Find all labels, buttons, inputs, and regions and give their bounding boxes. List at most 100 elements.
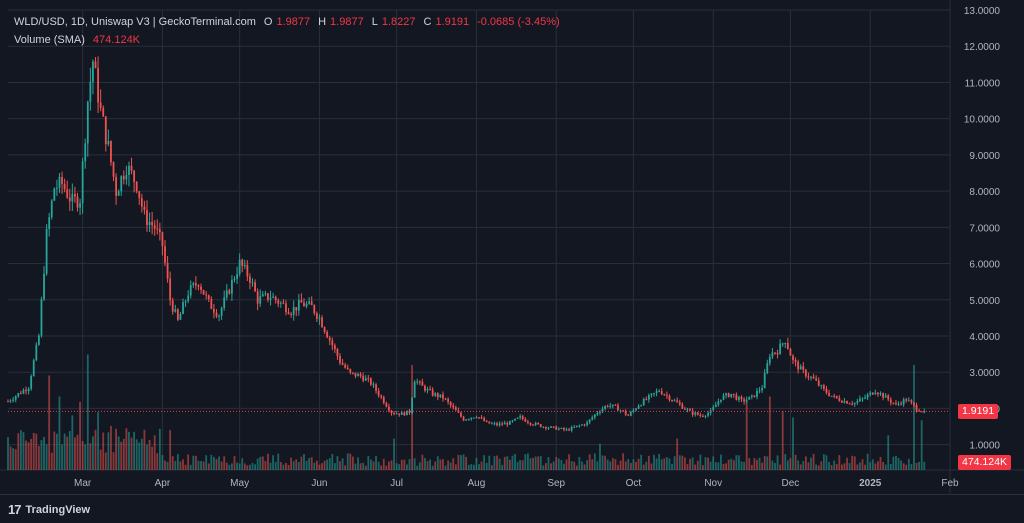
- volume-bar: [267, 453, 269, 470]
- volume-bar: [586, 460, 588, 470]
- volume-bar: [367, 456, 370, 470]
- volume-bar: [485, 462, 488, 470]
- volume-label[interactable]: Volume (SMA): [14, 34, 85, 46]
- volume-bar: [25, 440, 27, 470]
- candle-body: [750, 395, 753, 397]
- x-tick-label: Nov: [704, 478, 722, 489]
- candle-body: [578, 425, 581, 427]
- candle-body: [326, 331, 329, 338]
- volume-bar: [696, 460, 699, 470]
- candle-body: [210, 299, 213, 310]
- volume-bar: [766, 456, 769, 470]
- volume-bar: [581, 461, 583, 470]
- candle-body: [490, 423, 493, 425]
- volume-bar: [328, 458, 331, 470]
- candle-body: [310, 301, 313, 306]
- candle-body: [264, 293, 267, 295]
- volume-bar: [192, 455, 195, 470]
- candle-body: [637, 405, 640, 409]
- y-tick-label: 1.0000: [969, 441, 1000, 452]
- volume-bar: [308, 457, 311, 470]
- x-tick-label: 2025: [859, 478, 882, 489]
- candle-body: [714, 404, 717, 408]
- volume-bar: [465, 456, 468, 470]
- volume-bar: [406, 464, 408, 470]
- candle-body: [514, 418, 516, 421]
- symbol-title[interactable]: WLD/USD, 1D, Uniswap V3 | GeckoTerminal.…: [14, 16, 256, 28]
- candle-body: [532, 424, 534, 426]
- tradingview-logo[interactable]: 17 TradingView: [8, 502, 90, 517]
- volume-bar: [297, 462, 300, 470]
- volume-bar: [748, 458, 751, 470]
- close-label: C: [423, 16, 432, 28]
- volume-bar: [133, 431, 136, 470]
- y-tick-label: 11.0000: [965, 78, 1001, 89]
- candle-body: [79, 203, 81, 208]
- volume-bar: [444, 465, 447, 470]
- candle-body: [851, 403, 854, 405]
- volume-bar: [709, 461, 712, 470]
- candle-body: [766, 363, 769, 374]
- volume-bar: [81, 441, 84, 470]
- candle-body: [213, 309, 215, 313]
- candle-body: [527, 421, 529, 423]
- candle-body: [506, 422, 509, 425]
- volume-bar: [694, 464, 697, 470]
- candle-body: [496, 423, 498, 426]
- candle-body: [215, 312, 218, 317]
- volume-bar: [521, 460, 524, 470]
- volume-bar: [125, 428, 128, 470]
- volume-bar: [138, 442, 141, 470]
- candle-body: [665, 394, 668, 396]
- volume-bar: [259, 456, 262, 470]
- candle-body: [702, 415, 704, 417]
- candle-body: [560, 427, 563, 429]
- volume-bar: [635, 461, 637, 470]
- volume-bar: [349, 453, 352, 470]
- candle-body: [521, 416, 524, 419]
- volume-bar: [7, 437, 9, 470]
- volume-bar: [843, 463, 846, 470]
- candle-body: [359, 373, 362, 376]
- volume-bar: [503, 456, 506, 470]
- volume-bar: [871, 459, 874, 470]
- volume-bar: [799, 464, 802, 470]
- x-tick-label: Oct: [626, 478, 642, 489]
- candle-body: [802, 366, 805, 370]
- legend: WLD/USD, 1D, Uniswap V3 | GeckoTerminal.…: [14, 13, 560, 49]
- volume-bar: [58, 396, 61, 470]
- volume-bar: [902, 463, 905, 470]
- candle-body: [40, 299, 43, 336]
- candle-body: [251, 282, 254, 284]
- candle-body: [140, 198, 143, 207]
- volume-bar: [514, 453, 516, 470]
- volume-bar: [735, 455, 738, 470]
- price-chart[interactable]: 1.00002.00003.00004.00005.00006.00007.00…: [0, 0, 1024, 494]
- volume-bar: [676, 438, 679, 470]
- candle-body: [483, 418, 486, 422]
- candle-body: [467, 419, 470, 421]
- candle-body: [249, 276, 251, 283]
- volume-bar: [889, 464, 892, 470]
- volume-bar: [429, 459, 431, 470]
- candle-body: [789, 348, 792, 356]
- candle-body: [169, 278, 172, 301]
- volume-bar: [529, 458, 532, 470]
- candle-body: [856, 401, 859, 403]
- volume-bar: [292, 461, 295, 470]
- low-value: 1.8227: [381, 16, 416, 28]
- volume-bar: [617, 464, 619, 470]
- volume-bar: [611, 458, 614, 470]
- candle-body: [241, 259, 244, 267]
- volume-bar: [496, 455, 498, 470]
- candle-body: [475, 417, 478, 419]
- candle-body: [447, 399, 450, 403]
- volume-bar: [892, 456, 895, 470]
- candle-body: [681, 404, 684, 409]
- candle-body: [501, 423, 504, 425]
- volume-bar: [189, 464, 192, 470]
- candle-body: [864, 397, 866, 399]
- candle-body: [115, 176, 117, 196]
- volume-bar: [115, 428, 117, 470]
- volume-bar: [372, 461, 375, 470]
